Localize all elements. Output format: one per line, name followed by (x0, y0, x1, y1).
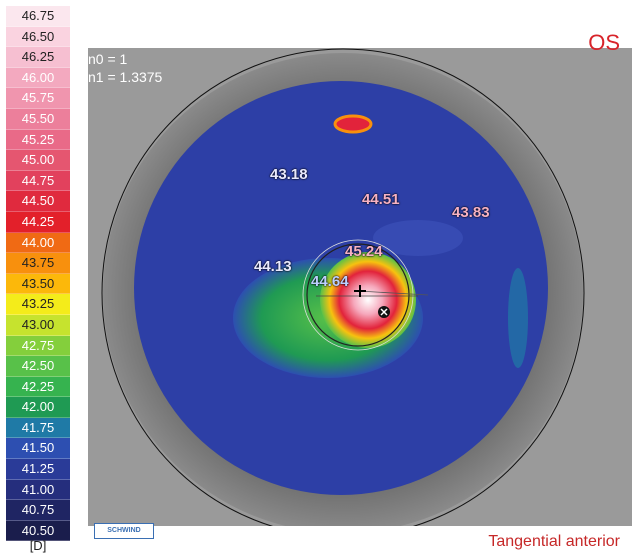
power-value-1: 43.18 (270, 166, 308, 183)
scale-step: 46.25 (6, 47, 70, 68)
scale-step: 42.75 (6, 335, 70, 357)
hot-spot (320, 252, 416, 348)
scale-step: 41.00 (6, 479, 70, 501)
topography-map-viewer[interactable]: n0 = 1 n1 = 1.3375 (88, 48, 632, 526)
scale-step: 42.25 (6, 376, 70, 398)
power-value-4: 44.13 (254, 258, 292, 275)
scale-unit-label: [D] (29, 538, 47, 553)
scale-step: 44.00 (6, 232, 70, 254)
scale-step: 45.50 (6, 108, 70, 130)
scale-step: 43.50 (6, 273, 70, 295)
power-value-2: 44.51 (362, 191, 400, 208)
power-value-5: 45.24 (345, 243, 383, 260)
scale-step: 41.50 (6, 438, 70, 460)
scale-step: 46.00 (6, 67, 70, 89)
upper-blue-zone (373, 220, 463, 256)
pupil-circle (306, 243, 410, 347)
scale-step: 44.75 (6, 170, 70, 192)
eye-side-label: OS (588, 30, 620, 55)
scale-step: 42.50 (6, 356, 70, 377)
scale-step: 40.50 (6, 520, 70, 542)
scale-step: 40.75 (6, 500, 70, 521)
scale-step: 46.75 (6, 6, 70, 27)
scale-step: 45.25 (6, 129, 70, 151)
scale-step: 46.50 (6, 26, 70, 48)
color-scale-legend: 46.75 46.50 46.25 46.00 45.75 45.50 45.25 45.00… (6, 6, 70, 542)
scale-step: 43.75 (6, 253, 70, 274)
scale-step: 41.75 (6, 417, 70, 439)
pupil-center-marker (354, 285, 366, 297)
refractive-index-n1: n1 = 1.3375 (88, 69, 163, 85)
scale-step: 44.25 (6, 211, 70, 233)
axis-line (357, 290, 429, 296)
limbus-circle (101, 48, 585, 526)
refractive-index-n0: n0 = 1 (88, 51, 128, 67)
upper-hot-spot (333, 114, 373, 134)
eye-topography-image (88, 48, 632, 526)
scale-step: 43.25 (6, 294, 70, 315)
scale-step: 42.00 (6, 397, 70, 418)
power-value-3: 43.83 (452, 204, 490, 221)
right-edge-zone (508, 268, 528, 368)
schwind-logo: SCHWIND (94, 523, 154, 539)
scale-step: 41.25 (6, 459, 70, 480)
scale-step: 45.75 (6, 88, 70, 109)
vertex-marker (378, 306, 390, 318)
power-value-6: 44.64 (311, 273, 349, 290)
scale-step: 45.00 (6, 150, 70, 171)
map-type-label: Tangential anterior (488, 533, 620, 550)
pupil-outer-circle (302, 239, 414, 351)
scale-step: 44.50 (6, 191, 70, 212)
scale-step: 43.00 (6, 314, 70, 336)
